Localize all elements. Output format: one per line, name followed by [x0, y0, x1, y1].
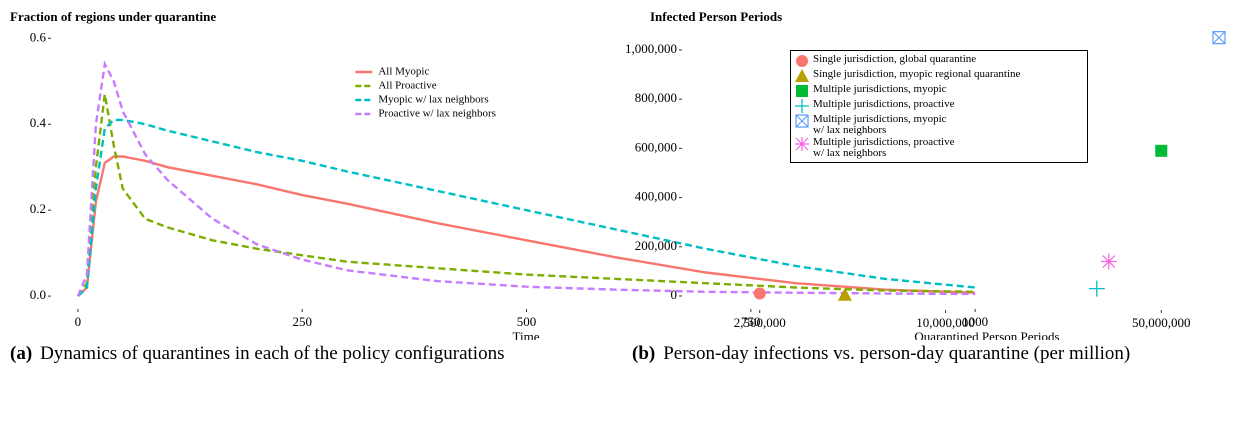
y-tick-label: 800,000: [635, 90, 677, 105]
legend-item: Multiple jurisdictions, myopic: [795, 84, 1083, 98]
legend-label: All Proactive: [378, 80, 436, 92]
y-axis-title: Fraction of regions under quarantine: [10, 9, 216, 24]
point: [796, 55, 808, 67]
series-line: [76, 60, 976, 297]
legend-label: All Myopic: [378, 66, 429, 78]
point: [795, 114, 809, 128]
y-tick-label: 0.6: [30, 29, 47, 44]
charts: Fraction of regions under quarantine Tim…: [10, 9, 1226, 344]
point: [795, 137, 809, 151]
legend-swatch: [795, 137, 809, 151]
legend-swatch: [796, 55, 808, 67]
y-tick-label: 0.0: [30, 287, 46, 302]
x-axis-title: Time: [513, 329, 540, 340]
point: [753, 287, 766, 300]
legend-swatch: [795, 99, 809, 113]
x-tick-label: 250: [292, 314, 312, 329]
legend-label: Multiple jurisdictions, myopic: [813, 83, 947, 95]
legend-label: Multiple jurisdictions, proactive w/ lax…: [813, 136, 955, 159]
y-tick-label: 1,000,000: [625, 41, 677, 56]
caption: (b) Person-day infections vs. person-day …: [632, 340, 1237, 367]
x-axis-title: Quarantined Person Periods: [914, 329, 1059, 340]
y-tick-label: 0.4: [30, 115, 47, 130]
legend-item: Single jurisdiction, myopic regional qua…: [795, 69, 1083, 83]
legend-label: Single jurisdiction, myopic regional qua…: [813, 68, 1021, 80]
x-tick-label: 2,500,000: [734, 315, 786, 330]
legend-swatch: [796, 85, 808, 97]
y-axis-title: Infected Person Periods: [650, 9, 782, 24]
legend-swatch: [795, 69, 809, 82]
y-tick-label: 400,000: [635, 189, 677, 204]
point: [1212, 31, 1226, 45]
point: [1088, 280, 1105, 297]
point: [796, 85, 808, 97]
legend-swatch: [795, 114, 809, 128]
legend-label: Multiple jurisdictions, proactive: [813, 98, 955, 110]
y-tick-label: 0.2: [30, 201, 46, 216]
caption-label: (a): [10, 343, 33, 364]
x-tick-label: 0: [75, 314, 82, 329]
legend: Single jurisdiction, global quarantine Si…: [790, 50, 1088, 163]
legend-item: Multiple jurisdictions, proactive w/ lax…: [795, 137, 1083, 159]
point: [795, 99, 809, 113]
legend-label: Multiple jurisdictions, myopic w/ lax ne…: [813, 113, 947, 136]
series-line: [76, 93, 976, 297]
legend-item: Single jurisdiction, global quarantine: [795, 54, 1083, 68]
y-tick-label: 600,000: [635, 139, 677, 154]
point: [795, 69, 809, 82]
legend-label: Single jurisdiction, global quarantine: [813, 53, 977, 65]
series-line: [77, 155, 976, 297]
caption-text: Dynamics of quarantines in each of the p…: [40, 343, 505, 364]
caption: (a) Dynamics of quarantines in each of th…: [10, 340, 615, 367]
legend-label: Myopic w/ lax neighbors: [378, 94, 488, 106]
x-tick-label: 50,000,000: [1132, 315, 1191, 330]
caption-label: (b): [632, 343, 656, 364]
y-tick-label: 0: [671, 287, 678, 302]
x-tick-label: 500: [517, 314, 537, 329]
x-tick-label: 750: [741, 314, 761, 329]
legend-label: Proactive w/ lax neighbors: [378, 108, 496, 120]
x-tick-label: 1000: [962, 314, 988, 329]
series-line: [77, 118, 976, 297]
legend-item: Multiple jurisdictions, myopic w/ lax ne…: [795, 114, 1083, 136]
y-tick-label: 200,000: [635, 238, 677, 253]
caption-text: Person-day infections vs. person-day qua…: [663, 343, 1131, 364]
point: [837, 287, 852, 301]
point: [1155, 144, 1168, 157]
point: [1100, 253, 1117, 270]
x-tick-label: 10,000,000: [916, 315, 975, 330]
legend-item: Multiple jurisdictions, proactive: [795, 99, 1083, 113]
